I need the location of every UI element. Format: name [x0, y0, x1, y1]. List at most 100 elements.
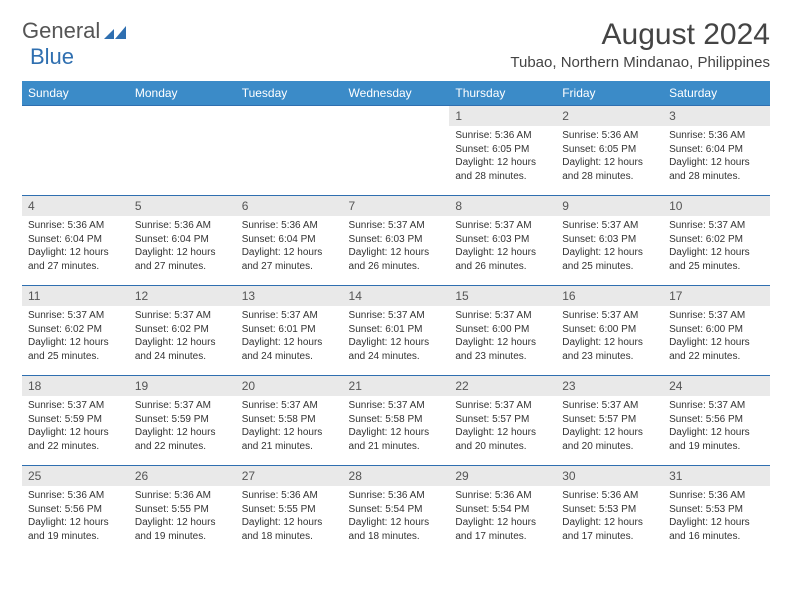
day-details: Sunrise: 5:37 AMSunset: 6:02 PMDaylight:…	[663, 216, 770, 279]
calendar-day-cell	[343, 106, 450, 196]
day-cell-inner	[343, 106, 450, 195]
day-cell-inner: 3Sunrise: 5:36 AMSunset: 6:04 PMDaylight…	[663, 106, 770, 195]
day-number: 13	[236, 286, 343, 306]
calendar-day-cell: 19Sunrise: 5:37 AMSunset: 5:59 PMDayligh…	[129, 376, 236, 466]
day-cell-inner: 11Sunrise: 5:37 AMSunset: 6:02 PMDayligh…	[22, 286, 129, 375]
day-number: 1	[449, 106, 556, 126]
day-cell-inner: 27Sunrise: 5:36 AMSunset: 5:55 PMDayligh…	[236, 466, 343, 556]
calendar-day-cell: 29Sunrise: 5:36 AMSunset: 5:54 PMDayligh…	[449, 466, 556, 556]
calendar-day-cell: 27Sunrise: 5:36 AMSunset: 5:55 PMDayligh…	[236, 466, 343, 556]
day-cell-inner: 24Sunrise: 5:37 AMSunset: 5:56 PMDayligh…	[663, 376, 770, 465]
day-cell-inner: 10Sunrise: 5:37 AMSunset: 6:02 PMDayligh…	[663, 196, 770, 285]
dayname-row: SundayMondayTuesdayWednesdayThursdayFrid…	[22, 81, 770, 106]
day-details: Sunrise: 5:37 AMSunset: 6:02 PMDaylight:…	[22, 306, 129, 369]
calendar-day-cell: 10Sunrise: 5:37 AMSunset: 6:02 PMDayligh…	[663, 196, 770, 286]
dayname-header: Wednesday	[343, 81, 450, 106]
day-cell-inner: 29Sunrise: 5:36 AMSunset: 5:54 PMDayligh…	[449, 466, 556, 556]
calendar-day-cell: 24Sunrise: 5:37 AMSunset: 5:56 PMDayligh…	[663, 376, 770, 466]
logo-mark-icon	[104, 23, 126, 39]
day-details: Sunrise: 5:37 AMSunset: 6:00 PMDaylight:…	[449, 306, 556, 369]
day-cell-inner: 7Sunrise: 5:37 AMSunset: 6:03 PMDaylight…	[343, 196, 450, 285]
calendar-day-cell: 16Sunrise: 5:37 AMSunset: 6:00 PMDayligh…	[556, 286, 663, 376]
dayname-header: Sunday	[22, 81, 129, 106]
day-number: 9	[556, 196, 663, 216]
header-right: August 2024 Tubao, Northern Mindanao, Ph…	[510, 18, 770, 71]
day-details	[129, 112, 236, 121]
day-cell-inner: 25Sunrise: 5:36 AMSunset: 5:56 PMDayligh…	[22, 466, 129, 556]
day-cell-inner: 21Sunrise: 5:37 AMSunset: 5:58 PMDayligh…	[343, 376, 450, 465]
day-number: 19	[129, 376, 236, 396]
day-details: Sunrise: 5:36 AMSunset: 5:53 PMDaylight:…	[663, 486, 770, 549]
calendar-body: 1Sunrise: 5:36 AMSunset: 6:05 PMDaylight…	[22, 106, 770, 556]
day-cell-inner: 2Sunrise: 5:36 AMSunset: 6:05 PMDaylight…	[556, 106, 663, 195]
day-details: Sunrise: 5:36 AMSunset: 5:56 PMDaylight:…	[22, 486, 129, 549]
day-number: 15	[449, 286, 556, 306]
calendar-head: SundayMondayTuesdayWednesdayThursdayFrid…	[22, 81, 770, 106]
day-cell-inner: 4Sunrise: 5:36 AMSunset: 6:04 PMDaylight…	[22, 196, 129, 285]
day-number: 30	[556, 466, 663, 486]
calendar-day-cell: 9Sunrise: 5:37 AMSunset: 6:03 PMDaylight…	[556, 196, 663, 286]
calendar-day-cell: 31Sunrise: 5:36 AMSunset: 5:53 PMDayligh…	[663, 466, 770, 556]
calendar-week-row: 11Sunrise: 5:37 AMSunset: 6:02 PMDayligh…	[22, 286, 770, 376]
logo-text-blue: Blue	[30, 44, 74, 69]
day-number: 31	[663, 466, 770, 486]
calendar-day-cell: 28Sunrise: 5:36 AMSunset: 5:54 PMDayligh…	[343, 466, 450, 556]
day-cell-inner: 9Sunrise: 5:37 AMSunset: 6:03 PMDaylight…	[556, 196, 663, 285]
calendar-week-row: 25Sunrise: 5:36 AMSunset: 5:56 PMDayligh…	[22, 466, 770, 556]
day-number: 22	[449, 376, 556, 396]
day-details	[22, 112, 129, 121]
logo: General	[22, 18, 126, 44]
calendar-day-cell: 20Sunrise: 5:37 AMSunset: 5:58 PMDayligh…	[236, 376, 343, 466]
calendar-day-cell: 3Sunrise: 5:36 AMSunset: 6:04 PMDaylight…	[663, 106, 770, 196]
page-title: August 2024	[510, 18, 770, 52]
day-number: 16	[556, 286, 663, 306]
calendar-day-cell: 4Sunrise: 5:36 AMSunset: 6:04 PMDaylight…	[22, 196, 129, 286]
day-number: 26	[129, 466, 236, 486]
day-number: 14	[343, 286, 450, 306]
calendar-week-row: 1Sunrise: 5:36 AMSunset: 6:05 PMDaylight…	[22, 106, 770, 196]
dayname-header: Thursday	[449, 81, 556, 106]
day-number: 28	[343, 466, 450, 486]
day-cell-inner: 26Sunrise: 5:36 AMSunset: 5:55 PMDayligh…	[129, 466, 236, 556]
day-details: Sunrise: 5:37 AMSunset: 5:58 PMDaylight:…	[343, 396, 450, 459]
day-cell-inner: 17Sunrise: 5:37 AMSunset: 6:00 PMDayligh…	[663, 286, 770, 375]
day-details: Sunrise: 5:37 AMSunset: 6:01 PMDaylight:…	[343, 306, 450, 369]
day-details: Sunrise: 5:36 AMSunset: 5:55 PMDaylight:…	[129, 486, 236, 549]
calendar-day-cell: 13Sunrise: 5:37 AMSunset: 6:01 PMDayligh…	[236, 286, 343, 376]
day-number: 10	[663, 196, 770, 216]
day-cell-inner: 12Sunrise: 5:37 AMSunset: 6:02 PMDayligh…	[129, 286, 236, 375]
calendar-day-cell: 11Sunrise: 5:37 AMSunset: 6:02 PMDayligh…	[22, 286, 129, 376]
calendar-week-row: 18Sunrise: 5:37 AMSunset: 5:59 PMDayligh…	[22, 376, 770, 466]
day-details: Sunrise: 5:37 AMSunset: 5:58 PMDaylight:…	[236, 396, 343, 459]
day-cell-inner: 14Sunrise: 5:37 AMSunset: 6:01 PMDayligh…	[343, 286, 450, 375]
day-cell-inner: 18Sunrise: 5:37 AMSunset: 5:59 PMDayligh…	[22, 376, 129, 465]
dayname-header: Tuesday	[236, 81, 343, 106]
day-details	[343, 112, 450, 121]
day-details: Sunrise: 5:37 AMSunset: 5:57 PMDaylight:…	[556, 396, 663, 459]
calendar-week-row: 4Sunrise: 5:36 AMSunset: 6:04 PMDaylight…	[22, 196, 770, 286]
day-cell-inner	[236, 106, 343, 195]
day-cell-inner: 6Sunrise: 5:36 AMSunset: 6:04 PMDaylight…	[236, 196, 343, 285]
calendar-table: SundayMondayTuesdayWednesdayThursdayFrid…	[22, 81, 770, 556]
calendar-day-cell	[129, 106, 236, 196]
day-cell-inner: 23Sunrise: 5:37 AMSunset: 5:57 PMDayligh…	[556, 376, 663, 465]
day-details: Sunrise: 5:36 AMSunset: 5:54 PMDaylight:…	[343, 486, 450, 549]
day-cell-inner: 1Sunrise: 5:36 AMSunset: 6:05 PMDaylight…	[449, 106, 556, 195]
calendar-day-cell: 7Sunrise: 5:37 AMSunset: 6:03 PMDaylight…	[343, 196, 450, 286]
logo-text-general: General	[22, 18, 100, 44]
day-cell-inner: 19Sunrise: 5:37 AMSunset: 5:59 PMDayligh…	[129, 376, 236, 465]
calendar-day-cell: 18Sunrise: 5:37 AMSunset: 5:59 PMDayligh…	[22, 376, 129, 466]
day-details: Sunrise: 5:37 AMSunset: 6:03 PMDaylight:…	[556, 216, 663, 279]
page-subtitle: Tubao, Northern Mindanao, Philippines	[510, 54, 770, 71]
day-cell-inner: 15Sunrise: 5:37 AMSunset: 6:00 PMDayligh…	[449, 286, 556, 375]
day-details: Sunrise: 5:37 AMSunset: 6:03 PMDaylight:…	[449, 216, 556, 279]
day-details: Sunrise: 5:37 AMSunset: 5:59 PMDaylight:…	[129, 396, 236, 459]
day-number: 29	[449, 466, 556, 486]
day-details: Sunrise: 5:36 AMSunset: 6:05 PMDaylight:…	[449, 126, 556, 189]
calendar-day-cell: 30Sunrise: 5:36 AMSunset: 5:53 PMDayligh…	[556, 466, 663, 556]
day-details	[236, 112, 343, 121]
day-details: Sunrise: 5:36 AMSunset: 6:04 PMDaylight:…	[663, 126, 770, 189]
page-header: General August 2024 Tubao, Northern Mind…	[22, 18, 770, 71]
logo-text-blue-wrap: Blue	[30, 44, 74, 70]
day-number: 6	[236, 196, 343, 216]
